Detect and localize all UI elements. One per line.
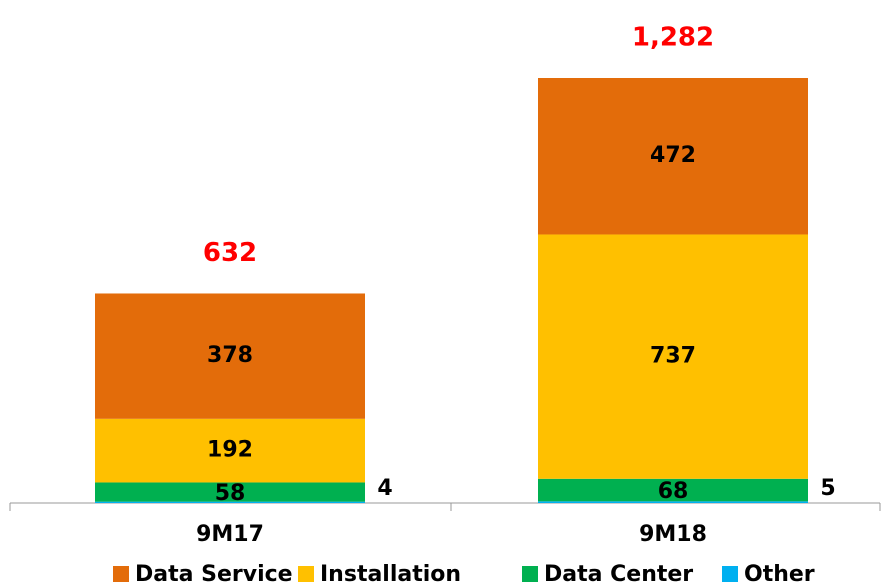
bar-segment	[95, 501, 365, 503]
data-label: 378	[207, 343, 253, 368]
bar-segment	[538, 234, 808, 479]
data-label: 5	[820, 476, 835, 501]
data-label: 737	[650, 344, 696, 369]
legend-label: Data Center	[544, 562, 693, 587]
bar-segment	[538, 501, 808, 503]
bar-segment	[538, 78, 808, 235]
legend-swatch	[522, 566, 538, 582]
legend-swatch	[722, 566, 738, 582]
data-label: 68	[658, 479, 689, 504]
bar-segment	[538, 478, 808, 502]
x-tick-label: 9M18	[639, 522, 707, 547]
bar-segment	[95, 418, 365, 483]
total-label: 632	[203, 238, 257, 268]
legend-label: Other	[744, 562, 815, 587]
x-tick-label: 9M17	[196, 522, 264, 547]
legend-label: Installation	[320, 562, 461, 587]
legend-label: Data Service	[135, 562, 293, 587]
legend-swatch	[113, 566, 129, 582]
legend-swatch	[298, 566, 314, 582]
total-label: 1,282	[632, 23, 714, 53]
bar-segment	[95, 293, 365, 419]
data-label: 192	[207, 438, 253, 463]
bar-segment	[95, 482, 365, 502]
data-label: 4	[377, 476, 392, 501]
data-label: 58	[215, 481, 246, 506]
data-label: 472	[650, 143, 696, 168]
